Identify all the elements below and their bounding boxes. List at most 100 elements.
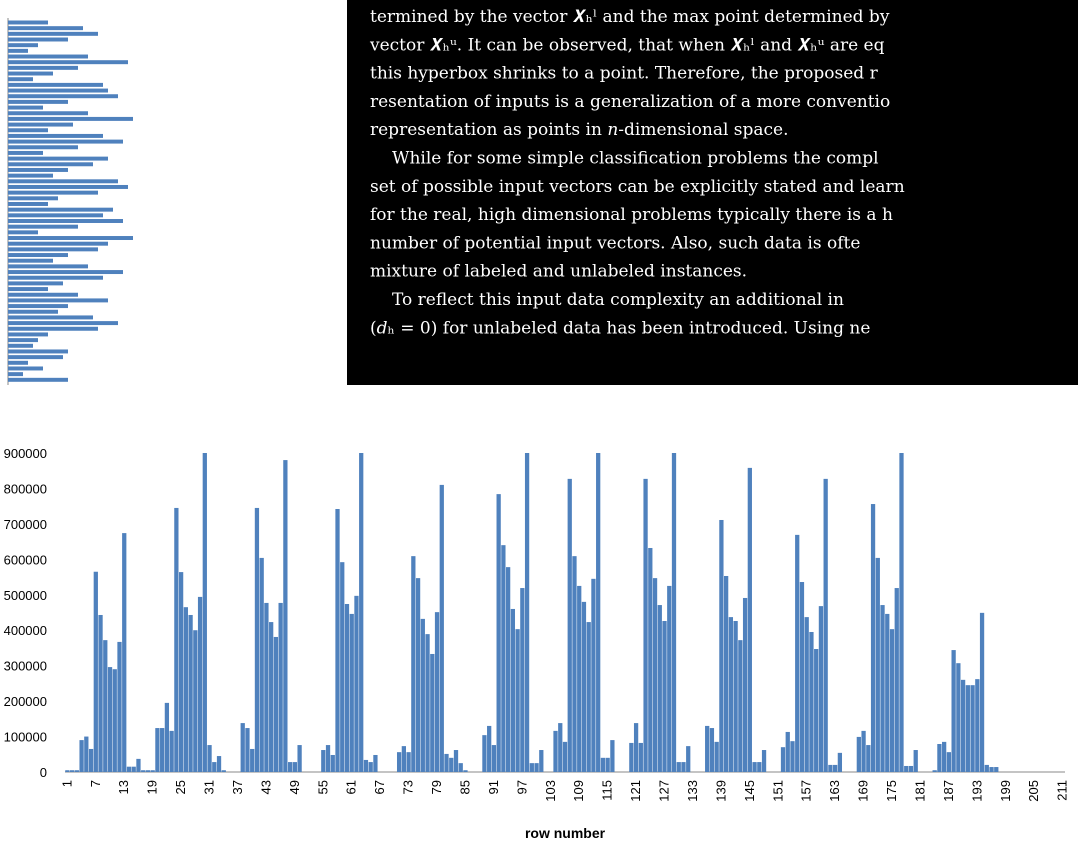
x-tick-label: 193 [969,780,984,802]
bar [667,586,671,772]
bar [454,750,458,772]
bar [8,94,118,98]
screenshot: row number termined by the vector 𝑿ₕˡ an… [0,0,1078,847]
bar [814,649,818,772]
bar [947,752,951,772]
bar [577,586,581,772]
bar [463,770,467,772]
bar [8,72,53,76]
document-line: for the real, high dimensional problems … [370,205,893,225]
bar [8,179,118,183]
bar [8,361,28,365]
y-tick-label: 900000 [4,446,47,461]
bar [402,746,406,772]
bar [8,349,68,353]
bar [899,453,903,772]
x-tick-label: 121 [628,780,643,802]
bar [264,603,268,772]
bar [113,669,117,772]
bar [449,758,453,772]
x-tick-label: 175 [884,780,899,802]
bar [8,83,103,87]
bar [89,749,93,772]
bar [994,767,998,772]
bar [8,213,103,217]
bar [658,605,662,772]
document-line: mixture of labeled and unlabeled instanc… [370,262,747,282]
bar [8,77,33,81]
bar [174,508,178,772]
bar [108,667,112,772]
bar [8,372,23,376]
bar [198,597,202,772]
bar [629,743,633,772]
bar [8,140,123,144]
bar [558,723,562,772]
bar [444,754,448,772]
bar [241,723,245,772]
document-line: representation as points in 𝑛-dimensiona… [370,120,789,140]
x-tick-label: 115 [600,780,615,801]
x-tick-label: 55 [315,780,330,794]
bar [857,737,861,772]
x-tick-label: 91 [486,780,501,794]
bar [937,744,941,772]
bar [297,745,301,772]
bar [672,453,676,772]
bar [335,509,339,772]
bar [677,762,681,772]
bar [8,378,68,382]
bar [8,230,38,234]
bar [961,680,965,772]
bar [331,755,335,772]
bar [8,310,58,314]
bar [364,760,368,772]
x-tick-label: 25 [173,780,188,794]
bar [8,321,118,325]
bar [8,315,93,319]
bar [160,728,164,772]
bar [8,287,48,291]
bar [8,55,88,59]
bar [179,572,183,772]
bar [980,613,984,772]
bar [184,607,188,772]
bar [643,479,647,772]
bar [274,637,278,772]
bar [724,576,728,772]
bar [8,219,123,223]
bar [255,508,259,772]
x-axis-title: row number [525,825,606,841]
y-tick-label: 0 [40,765,47,780]
bar [8,259,53,263]
bar [511,609,515,772]
bar [497,494,501,772]
bar [8,208,113,212]
bar [501,545,505,772]
x-tick-label: 199 [998,780,1013,802]
bar [587,622,591,772]
bar [530,763,534,772]
bar [103,640,107,772]
bar [975,679,979,772]
bar [914,750,918,772]
bar [596,453,600,772]
bar [425,634,429,772]
bar [8,327,98,331]
bar [117,642,121,772]
bar [359,453,363,772]
x-tick-label: 127 [657,780,672,802]
bar [648,548,652,772]
bar [762,750,766,772]
x-tick-label: 37 [230,780,245,794]
bar [8,236,133,240]
x-tick-label: 157 [799,780,814,802]
bar [8,253,68,257]
bar [970,685,974,772]
x-tick-label: 133 [685,780,700,802]
bar [84,737,88,772]
bar [8,89,108,93]
y-tick-label: 300000 [4,659,47,674]
bar [136,759,140,772]
bar [8,43,38,47]
